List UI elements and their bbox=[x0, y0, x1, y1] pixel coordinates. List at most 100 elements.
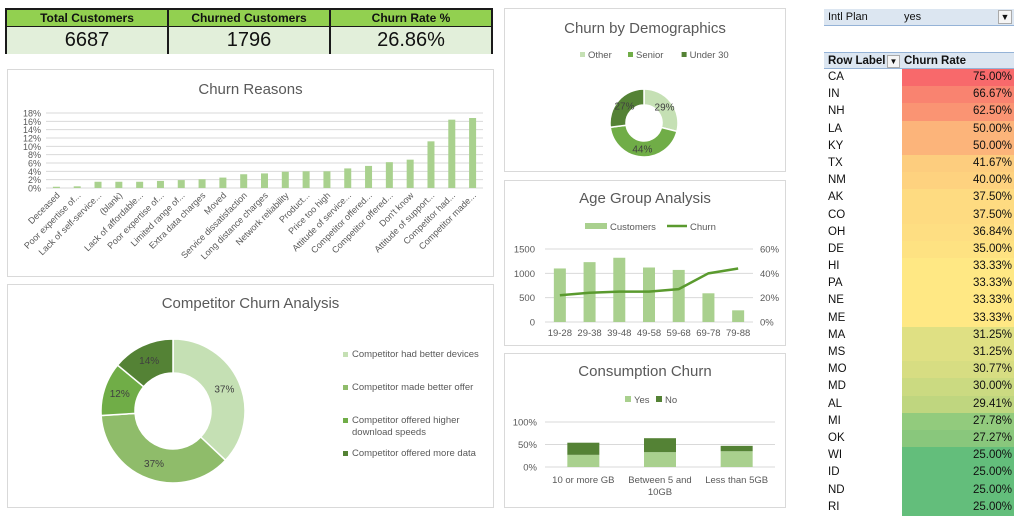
data-label: 12% bbox=[110, 389, 130, 400]
x-tick-label: 69-78 bbox=[696, 328, 720, 339]
legend-swatch bbox=[343, 451, 348, 456]
pivot-row[interactable]: AK 37.50% bbox=[824, 189, 1014, 207]
y-tick-label: 8% bbox=[28, 150, 41, 160]
pivot-row[interactable]: WI 25.00% bbox=[824, 447, 1014, 465]
stacked-bar-no bbox=[644, 438, 676, 453]
competitor-slice bbox=[116, 338, 174, 388]
age-group-plot: Customers Churn 0 500 1000 1500 0% 20% 40% 60% 19-… bbox=[514, 222, 780, 339]
chart-title: Consumption Churn bbox=[578, 363, 712, 380]
x-tick-label: 29-38 bbox=[577, 328, 601, 339]
churn-rate-cell: 33.33% bbox=[902, 309, 1014, 327]
kpi-value: 26.86% bbox=[331, 27, 491, 54]
state-cell: AL bbox=[828, 397, 843, 410]
pivot-row[interactable]: KY 50.00% bbox=[824, 137, 1014, 155]
y-tick-label: 12% bbox=[23, 134, 41, 144]
y-tick-label: 14% bbox=[23, 125, 41, 135]
chart-title: Competitor Churn Analysis bbox=[161, 295, 340, 312]
pivot-row[interactable]: ND 25.00% bbox=[824, 481, 1014, 499]
pivot-row[interactable]: ME 33.33% bbox=[824, 309, 1014, 327]
pivot-row[interactable]: NM 40.00% bbox=[824, 172, 1014, 190]
legend-label: Competitor made better offer bbox=[352, 382, 473, 393]
pivot-row[interactable]: OK 27.27% bbox=[824, 429, 1014, 448]
churn-rate-cell: 27.78% bbox=[902, 412, 1014, 430]
pivot-row[interactable]: ID 25.00% bbox=[824, 464, 1014, 482]
sort-filter-icon[interactable]: ▼ bbox=[887, 55, 900, 68]
legend-swatch bbox=[625, 396, 631, 402]
competitor-churn-chart[interactable]: Competitor Churn Analysis 37% 37% 12% 14% Co… bbox=[7, 284, 494, 508]
filter-icon[interactable]: ▼ bbox=[998, 10, 1012, 24]
churn-rate-cell: 33.33% bbox=[902, 292, 1014, 310]
competitor-slice bbox=[172, 338, 246, 462]
competitor-slice bbox=[100, 412, 227, 484]
pivot-row[interactable]: AL 29.41% bbox=[824, 395, 1014, 413]
pivot-row[interactable]: MO 30.77% bbox=[824, 361, 1014, 379]
pivot-row[interactable]: TX 41.67% bbox=[824, 154, 1014, 173]
churn-rate-cell: 36.84% bbox=[902, 223, 1014, 241]
bar bbox=[427, 141, 435, 188]
demographics-chart[interactable]: Churn by Demographics Other Senior Under 3… bbox=[504, 8, 786, 172]
bar bbox=[281, 171, 289, 188]
age-group-chart[interactable]: Age Group Analysis Customers Churn 0 500 100… bbox=[504, 180, 786, 346]
pivot-row[interactable]: CA 75.00% bbox=[824, 69, 1014, 87]
legend-swatch bbox=[343, 385, 348, 390]
churn-rate-cell: 50.00% bbox=[902, 120, 1014, 138]
x-tick-label: 59-68 bbox=[667, 328, 691, 339]
pivot-row[interactable]: MS 31.25% bbox=[824, 344, 1014, 362]
competitor-plot: 37% 37% 12% 14% Competitor had better device… bbox=[100, 338, 479, 484]
pivot-row[interactable]: CO 37.50% bbox=[824, 206, 1014, 224]
pivot-row[interactable]: OH 36.84% bbox=[824, 223, 1014, 241]
data-label: 27% bbox=[614, 101, 634, 112]
state-cell: MS bbox=[828, 346, 846, 358]
data-label: 14% bbox=[139, 356, 159, 367]
y2-tick-label: 40% bbox=[760, 269, 780, 280]
pivot-row[interactable]: HI 33.33% bbox=[824, 258, 1014, 276]
state-cell: OH bbox=[828, 225, 846, 238]
legend-label: Competitor offered higher bbox=[352, 415, 460, 426]
chart-title: Churn by Demographics bbox=[564, 20, 726, 37]
y-tick-label: 1500 bbox=[514, 245, 535, 256]
stacked-bar-yes bbox=[720, 451, 753, 467]
churn-reasons-chart[interactable]: Churn Reasons 0% 2% 4% 6% 8% 10% 12% 14% 16% 18% D… bbox=[7, 69, 494, 277]
data-label: 37% bbox=[214, 384, 234, 395]
pivot-header-row: Row Label ▼ Churn Rate bbox=[824, 52, 1014, 69]
filter-label: Intl Plan bbox=[828, 11, 868, 23]
pivot-row[interactable]: IN 66.67% bbox=[824, 86, 1014, 104]
pivot-row[interactable]: MA 31.25% bbox=[824, 326, 1014, 344]
churn-rate-cell: 25.00% bbox=[902, 464, 1014, 482]
state-cell: AK bbox=[828, 191, 844, 204]
y-tick-label: 10% bbox=[23, 142, 41, 152]
stacked-bar-no bbox=[720, 445, 753, 452]
legend-label: Competitor offered more data bbox=[352, 448, 477, 459]
kpi-total-customers: Total Customers 6687 bbox=[7, 10, 169, 54]
consumption-chart[interactable]: Consumption Churn Yes No 0% 50% 100% 10 or mo… bbox=[504, 353, 786, 508]
pivot-row[interactable]: MI 27.78% bbox=[824, 412, 1014, 430]
pivot-row[interactable]: NE 33.33% bbox=[824, 292, 1014, 310]
state-cell: PA bbox=[828, 277, 843, 290]
state-cell: TX bbox=[828, 156, 843, 169]
state-cell: MO bbox=[828, 363, 847, 376]
x-tick-label: 19-28 bbox=[548, 328, 572, 339]
churn-rate-cell: 37.50% bbox=[902, 206, 1014, 224]
pivot-row[interactable]: LA 50.00% bbox=[824, 120, 1014, 138]
pivot-table: Row Label ▼ Churn Rate CA 75.00% IN 66.67% NH… bbox=[824, 52, 1014, 516]
bar bbox=[323, 171, 331, 188]
bar bbox=[261, 173, 268, 188]
pivot-row[interactable]: MD 30.00% bbox=[824, 378, 1014, 396]
pivot-row[interactable]: RI 25.00% bbox=[824, 498, 1014, 516]
bar bbox=[643, 267, 655, 322]
bar bbox=[672, 269, 685, 322]
pivot-row[interactable]: DE 35.00% bbox=[824, 240, 1014, 259]
y-tick-label: 0% bbox=[523, 463, 537, 474]
state-cell: MD bbox=[828, 380, 846, 393]
state-cell: ND bbox=[828, 483, 845, 496]
kpi-strip: Total Customers 6687 Churned Customers 1… bbox=[5, 8, 493, 54]
churn-rate-cell: 30.00% bbox=[902, 378, 1014, 396]
churn-rate-cell: 37.50% bbox=[902, 189, 1014, 207]
bar bbox=[702, 293, 715, 322]
pivot-row[interactable]: NH 62.50% bbox=[824, 103, 1014, 121]
legend-swatch bbox=[656, 396, 662, 402]
kpi-churned-customers: Churned Customers 1796 bbox=[169, 10, 331, 54]
demographics-slice bbox=[609, 88, 645, 129]
churn-rate-cell: 31.25% bbox=[902, 326, 1014, 344]
pivot-row[interactable]: PA 33.33% bbox=[824, 275, 1014, 293]
